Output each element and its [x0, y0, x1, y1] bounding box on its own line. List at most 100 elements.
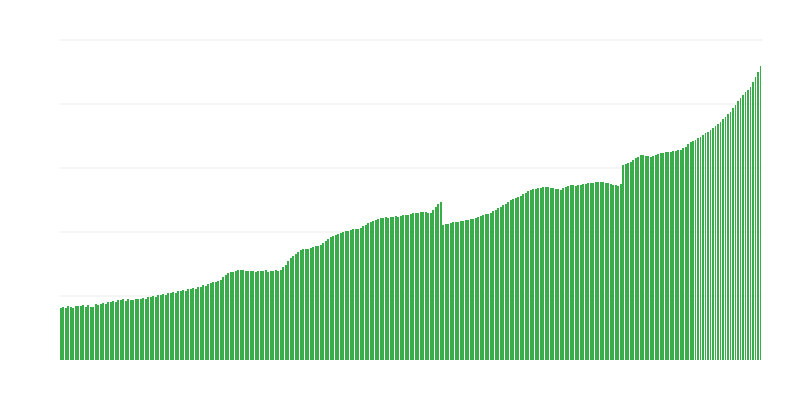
- bar: [680, 150, 682, 360]
- bar: [217, 281, 219, 360]
- bar: [375, 220, 377, 360]
- bar: [682, 148, 684, 360]
- bar: [597, 182, 599, 360]
- bar: [100, 304, 102, 360]
- bar: [520, 196, 522, 360]
- bar: [370, 222, 372, 360]
- bar: [327, 239, 329, 360]
- bar: [290, 258, 292, 360]
- bar: [147, 297, 149, 360]
- bar: [227, 273, 229, 360]
- bar: [277, 271, 279, 360]
- bar: [170, 293, 172, 360]
- bar: [190, 289, 192, 360]
- bar: [222, 277, 224, 360]
- bar: [725, 117, 726, 360]
- bar: [652, 156, 654, 360]
- bar: [137, 299, 139, 360]
- bar: [160, 295, 162, 360]
- bar: [305, 249, 307, 360]
- bar: [655, 155, 657, 360]
- bar: [240, 270, 242, 360]
- bar: [382, 218, 384, 360]
- bar: [70, 307, 72, 360]
- bar: [337, 234, 339, 360]
- bar: [150, 297, 152, 360]
- bar: [522, 194, 524, 360]
- bar: [415, 213, 417, 360]
- bar: [192, 288, 194, 360]
- bar: [335, 235, 337, 360]
- bar: [710, 130, 711, 360]
- bars-group: [60, 66, 761, 360]
- bar: [245, 271, 247, 360]
- bar: [275, 270, 277, 360]
- bar: [92, 307, 94, 360]
- bar: [602, 182, 604, 360]
- bar: [610, 184, 612, 360]
- bar: [477, 217, 479, 360]
- bar: [565, 187, 567, 360]
- bar: [427, 213, 429, 360]
- bar: [125, 301, 127, 360]
- bar: [182, 290, 184, 360]
- bar: [167, 293, 169, 360]
- bar: [660, 153, 662, 360]
- bar: [465, 220, 467, 360]
- bar: [730, 112, 731, 360]
- bar: [340, 233, 342, 360]
- bar: [400, 216, 402, 360]
- bar: [532, 189, 534, 360]
- bar: [62, 307, 64, 360]
- bar: [617, 186, 619, 360]
- bar: [590, 183, 592, 360]
- bar: [367, 223, 369, 360]
- bar: [302, 249, 304, 360]
- bar: [412, 213, 414, 360]
- bar: [562, 188, 564, 360]
- bar: [550, 188, 552, 360]
- bar: [97, 305, 99, 360]
- bar: [395, 216, 397, 360]
- bar: [460, 221, 462, 360]
- bar: [102, 303, 104, 360]
- bar: [165, 295, 167, 360]
- bar: [475, 218, 477, 360]
- bar: [65, 308, 67, 360]
- bar: [645, 156, 647, 360]
- bar: [720, 122, 721, 360]
- bar: [670, 152, 672, 360]
- bar: [265, 270, 267, 360]
- bar: [77, 306, 79, 360]
- bar: [392, 217, 394, 360]
- bar: [365, 225, 367, 360]
- bar: [500, 207, 502, 360]
- bar: [642, 155, 644, 360]
- bar: [457, 222, 459, 360]
- bar: [127, 299, 129, 360]
- bar: [535, 189, 537, 360]
- bar: [437, 204, 439, 360]
- bar: [717, 124, 719, 360]
- bar: [722, 119, 724, 360]
- bar: [350, 230, 352, 360]
- bar: [332, 236, 334, 360]
- bar: [705, 133, 706, 360]
- bar: [672, 151, 674, 360]
- bar: [410, 214, 412, 360]
- bar: [640, 155, 642, 360]
- bar: [162, 294, 164, 360]
- bar: [260, 271, 262, 360]
- bar: [542, 187, 544, 360]
- bar: [732, 108, 734, 360]
- bar: [715, 126, 716, 360]
- bar: [252, 271, 254, 360]
- bar: [310, 248, 312, 360]
- bar: [560, 190, 562, 360]
- bar: [447, 224, 449, 360]
- bar: [205, 286, 207, 360]
- bar: [575, 186, 577, 360]
- bar: [667, 152, 669, 360]
- bar: [352, 229, 354, 360]
- bar: [612, 185, 614, 360]
